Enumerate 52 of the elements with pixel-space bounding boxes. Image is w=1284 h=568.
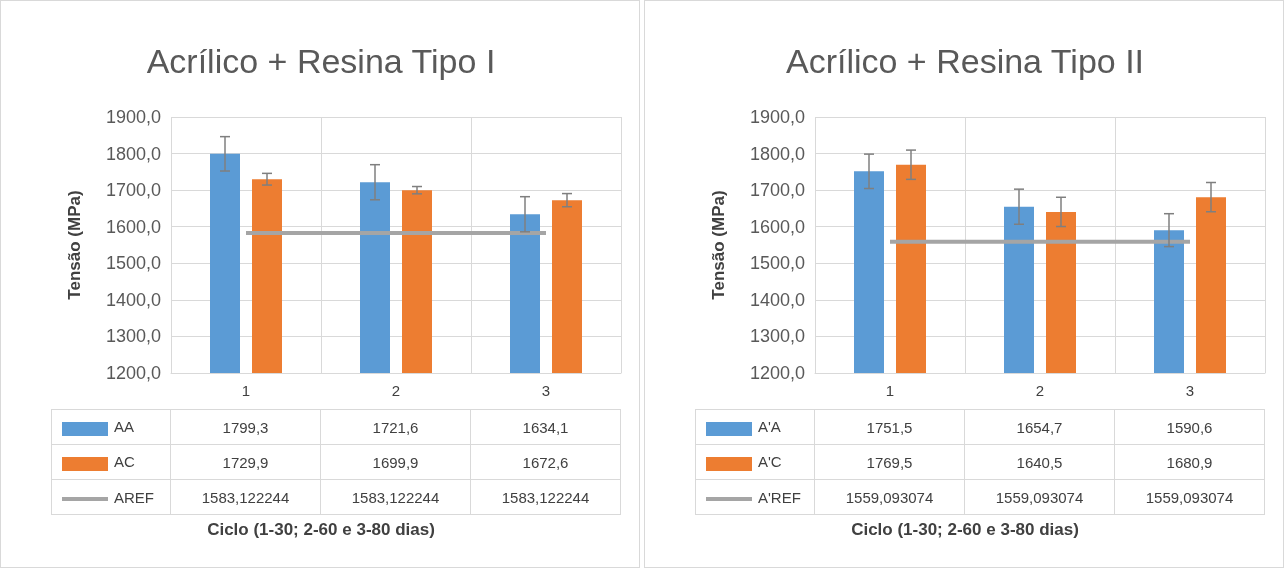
x-tick-label: 3	[541, 382, 551, 399]
y-tick-label: 1500,0	[105, 253, 161, 274]
data-label: 1590,6	[1114, 409, 1265, 445]
data-label: 1799,3	[170, 409, 321, 445]
data-label: 1672,6	[470, 444, 621, 480]
y-tick-label: 1200,0	[105, 363, 161, 383]
y-tick-label: 1500,0	[749, 253, 805, 274]
data-label: 1769,5	[814, 444, 965, 480]
data-label: 1729,9	[170, 444, 321, 480]
data-label: 1559,093074	[964, 479, 1115, 515]
y-tick-label: 1200,0	[749, 363, 805, 383]
y-tick-label: 1300,0	[105, 326, 161, 347]
y-tick-label: 1600,0	[105, 216, 161, 237]
data-label: 1583,122244	[470, 479, 621, 515]
chart-title: Acrílico + Resina Tipo I	[146, 42, 496, 80]
data-label: 1680,9	[1114, 444, 1265, 480]
y-axis-title: Tensão (MPa)	[65, 190, 84, 300]
x-tick-label: 2	[1035, 382, 1045, 399]
x-tick-label: 2	[391, 382, 401, 399]
legend-label: AA	[51, 409, 171, 445]
legend-label: AREF	[51, 479, 171, 515]
data-label: 1640,5	[964, 444, 1115, 480]
data-label: 1699,9	[320, 444, 471, 480]
y-tick-label: 1800,0	[105, 143, 161, 164]
legend-label: A'C	[695, 444, 815, 480]
legend-label: A'REF	[695, 479, 815, 515]
legend-label: A'A	[695, 409, 815, 445]
data-label: 1721,6	[320, 409, 471, 445]
data-label: 1634,1	[470, 409, 621, 445]
y-tick-label: 1900,0	[105, 107, 161, 127]
x-axis-title: Ciclo (1-30; 2-60 e 3-80 dias)	[851, 520, 1079, 539]
data-label: 1583,122244	[320, 479, 471, 515]
y-tick-label: 1800,0	[749, 143, 805, 164]
y-tick-label: 1400,0	[749, 289, 805, 310]
chart-title: Acrílico + Resina Tipo II	[785, 42, 1145, 80]
data-label: 1751,5	[814, 409, 965, 445]
x-axis-title: Ciclo (1-30; 2-60 e 3-80 dias)	[207, 520, 435, 539]
y-tick-label: 1900,0	[749, 107, 805, 127]
y-axis-title: Tensão (MPa)	[709, 190, 728, 300]
y-tick-label: 1700,0	[105, 180, 161, 201]
legend-label: AC	[51, 444, 171, 480]
data-label: 1654,7	[964, 409, 1115, 445]
y-tick-label: 1300,0	[749, 326, 805, 347]
x-tick-label: 1	[885, 382, 895, 399]
y-tick-label: 1400,0	[105, 289, 161, 310]
x-tick-label: 3	[1185, 382, 1195, 399]
data-label: 1559,093074	[814, 479, 965, 515]
data-label: 1559,093074	[1114, 479, 1265, 515]
y-tick-label: 1600,0	[749, 216, 805, 237]
y-tick-label: 1700,0	[749, 180, 805, 201]
x-tick-label: 1	[241, 382, 251, 399]
data-label: 1583,122244	[170, 479, 321, 515]
